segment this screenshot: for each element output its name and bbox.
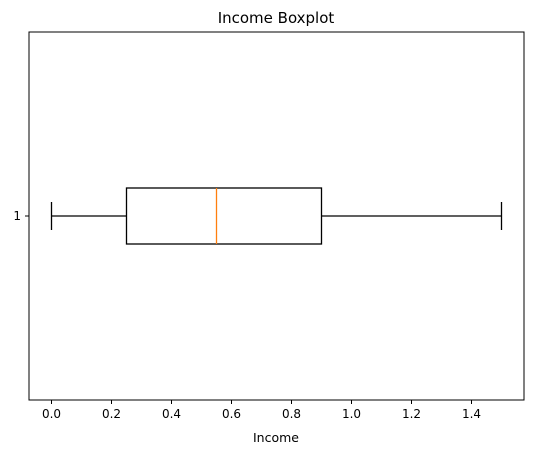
x-tick-label: 0.6 [222, 407, 241, 421]
plot-marks [50, 187, 503, 245]
x-axis-label: Income [253, 430, 299, 445]
y-axis-ticks: 1 [13, 209, 29, 223]
y-tick-label: 1 [13, 209, 21, 223]
x-tick-label: 1.0 [342, 407, 361, 421]
box-iqr [125, 187, 323, 245]
x-tick-label: 0.0 [42, 407, 61, 421]
x-tick-label: 0.2 [102, 407, 121, 421]
box-group [50, 187, 503, 245]
x-tick-label: 1.2 [402, 407, 421, 421]
x-tick-label: 0.8 [282, 407, 301, 421]
x-axis-ticks: 0.0 0.2 0.4 0.6 0.8 1.0 1.2 1.4 [42, 400, 481, 421]
chart-title: Income Boxplot [218, 9, 335, 27]
x-tick-label: 0.4 [162, 407, 181, 421]
x-tick-label: 1.4 [462, 407, 481, 421]
